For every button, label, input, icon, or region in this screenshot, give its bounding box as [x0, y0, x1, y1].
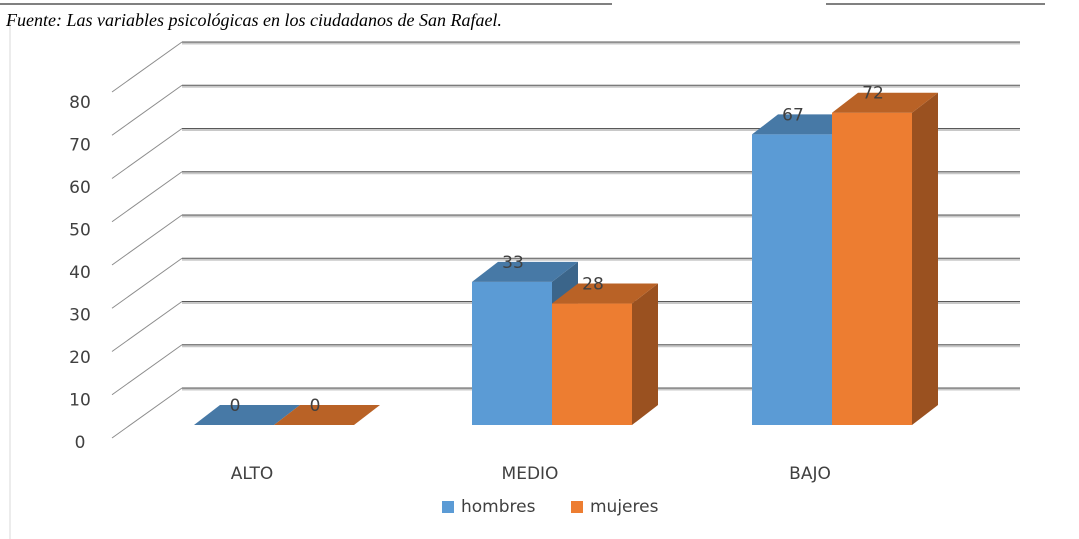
- y-tick-label: 60: [69, 178, 91, 198]
- legend-swatch: [442, 501, 454, 513]
- data-label: 33: [502, 253, 524, 273]
- x-tick-label: MEDIO: [502, 464, 559, 484]
- bar-top: [194, 405, 300, 425]
- grid-line: [111, 128, 183, 179]
- y-tick-label: 20: [69, 348, 91, 368]
- bar-side: [912, 92, 938, 425]
- bar-top: [274, 405, 380, 425]
- y-tick-label: 10: [69, 391, 91, 411]
- data-label: 0: [230, 396, 241, 416]
- grid-line: [111, 387, 183, 439]
- y-tick-label: 0: [75, 433, 86, 453]
- y-tick-label: 50: [69, 221, 91, 241]
- legend-label: mujeres: [590, 497, 659, 517]
- chart-title: Fuente: Las variables psicológicas en lo…: [5, 10, 502, 30]
- bar-front: [472, 281, 552, 425]
- bar-front: [832, 112, 912, 425]
- bar-side: [632, 283, 658, 425]
- bar-front: [552, 303, 632, 425]
- grid-line: [111, 257, 183, 309]
- grid-line: [111, 171, 183, 223]
- bar-front: [752, 134, 832, 425]
- bar-top: [832, 92, 938, 113]
- legend-label: hombres: [461, 497, 536, 517]
- y-tick-label: 40: [69, 263, 91, 283]
- legend-swatch: [571, 501, 583, 513]
- bar-top: [752, 114, 858, 135]
- bar-top: [552, 283, 658, 304]
- y-tick-label: 30: [69, 306, 91, 326]
- grid-line: [111, 84, 183, 136]
- data-label: 72: [862, 84, 884, 104]
- data-label: 0: [310, 396, 321, 416]
- grid-line: [111, 214, 183, 266]
- bar-top: [472, 261, 578, 282]
- data-label: 28: [582, 275, 604, 295]
- grid-line: [111, 41, 183, 93]
- grid-line: [111, 301, 183, 352]
- data-label: 67: [782, 105, 804, 125]
- x-tick-label: ALTO: [231, 464, 274, 484]
- grid-line: [111, 344, 183, 396]
- y-tick-label: 80: [69, 93, 91, 113]
- x-tick-label: BAJO: [789, 464, 831, 484]
- y-tick-label: 70: [69, 136, 91, 156]
